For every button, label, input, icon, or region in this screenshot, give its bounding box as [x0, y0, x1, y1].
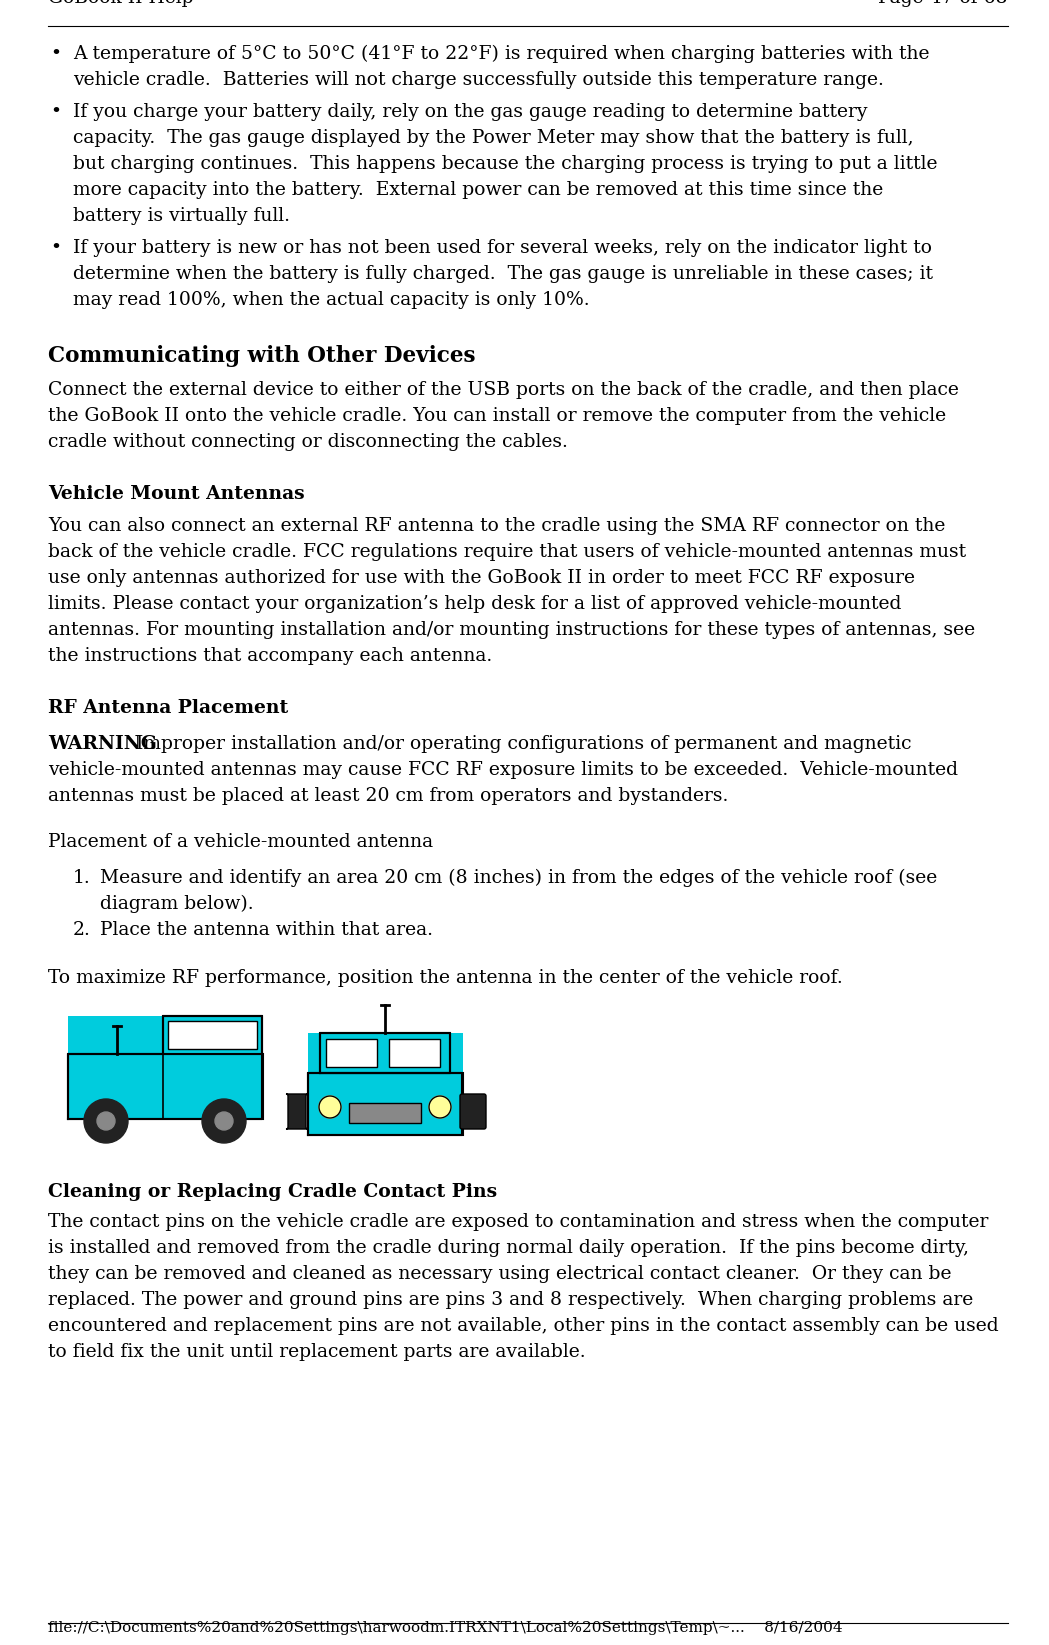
Text: 1.: 1. [73, 869, 91, 887]
Text: •: • [50, 239, 61, 257]
Bar [308, 1033, 463, 1135]
Text: Measure and identify an area 20 cm (8 inches) in from the edges of the vehicle r: Measure and identify an area 20 cm (8 in… [100, 869, 937, 887]
Text: GoBook II Help: GoBook II Help [48, 0, 194, 7]
Text: vehicle cradle.  Batteries will not charge successfully outside this temperature: vehicle cradle. Batteries will not charg… [73, 71, 884, 89]
Text: encountered and replacement pins are not available, other pins in the contact as: encountered and replacement pins are not… [48, 1318, 999, 1336]
Text: 2.: 2. [73, 921, 91, 939]
Text: Placement of a vehicle-mounted antenna: Placement of a vehicle-mounted antenna [48, 832, 433, 850]
Circle shape [84, 1099, 128, 1143]
Circle shape [215, 1112, 233, 1130]
Text: •: • [50, 104, 61, 122]
Circle shape [319, 1096, 341, 1119]
Circle shape [97, 1112, 115, 1130]
Bar [326, 1040, 377, 1068]
Text: the GoBook II onto the vehicle cradle. You can install or remove the computer fr: the GoBook II onto the vehicle cradle. Y… [48, 406, 946, 424]
Text: RF Antenna Placement: RF Antenna Placement [48, 699, 288, 717]
Text: Vehicle Mount Antennas: Vehicle Mount Antennas [48, 485, 304, 503]
Circle shape [202, 1099, 247, 1143]
Text: battery is virtually full.: battery is virtually full. [73, 207, 290, 225]
Text: to field fix the unit until replacement parts are available.: to field fix the unit until replacement … [48, 1342, 585, 1360]
Text: diagram below).: diagram below). [100, 895, 254, 913]
Text: Place the antenna within that area.: Place the antenna within that area. [100, 921, 433, 939]
Text: is installed and removed from the cradle during normal daily operation.  If the : is installed and removed from the cradle… [48, 1239, 969, 1257]
Bar [320, 1033, 450, 1073]
Text: more capacity into the battery.  External power can be removed at this time sinc: more capacity into the battery. External… [73, 181, 883, 199]
Bar [168, 1022, 257, 1050]
Text: capacity.  The gas gauge displayed by the Power Meter may show that the battery : capacity. The gas gauge displayed by the… [73, 128, 914, 146]
Text: Page 47 of 68: Page 47 of 68 [878, 0, 1008, 7]
Text: A temperature of 5°C to 50°C (41°F to 22°F) is required when charging batteries : A temperature of 5°C to 50°C (41°F to 22… [73, 44, 929, 63]
Bar [349, 1104, 421, 1124]
Text: To maximize RF performance, position the antenna in the center of the vehicle ro: To maximize RF performance, position the… [48, 969, 842, 987]
Text: Improper installation and/or operating configurations of permanent and magnetic: Improper installation and/or operating c… [124, 735, 912, 753]
Text: antennas. For mounting installation and/or mounting instructions for these types: antennas. For mounting installation and/… [48, 622, 976, 638]
Text: determine when the battery is fully charged.  The gas gauge is unreliable in the: determine when the battery is fully char… [73, 265, 933, 283]
Text: the instructions that accompany each antenna.: the instructions that accompany each ant… [48, 646, 492, 665]
Bar [163, 1017, 262, 1054]
Bar [389, 1040, 440, 1068]
Text: may read 100%, when the actual capacity is only 10%.: may read 100%, when the actual capacity … [73, 291, 590, 309]
Text: they can be removed and cleaned as necessary using electrical contact cleaner.  : they can be removed and cleaned as neces… [48, 1265, 951, 1283]
Text: The contact pins on the vehicle cradle are exposed to contamination and stress w: The contact pins on the vehicle cradle a… [48, 1212, 988, 1230]
Text: WARNING: WARNING [48, 735, 157, 753]
Text: cradle without connecting or disconnecting the cables.: cradle without connecting or disconnecti… [48, 433, 568, 451]
Bar [68, 1054, 263, 1119]
Text: You can also connect an external RF antenna to the cradle using the SMA RF conne: You can also connect an external RF ante… [48, 517, 945, 535]
Text: replaced. The power and ground pins are pins 3 and 8 respectively.  When chargin: replaced. The power and ground pins are … [48, 1291, 973, 1309]
Text: back of the vehicle cradle. FCC regulations require that users of vehicle-mounte: back of the vehicle cradle. FCC regulati… [48, 543, 966, 561]
FancyBboxPatch shape [461, 1094, 486, 1128]
Text: antennas must be placed at least 20 cm from operators and bystanders.: antennas must be placed at least 20 cm f… [48, 786, 728, 804]
FancyBboxPatch shape [286, 1094, 308, 1128]
Text: If you charge your battery daily, rely on the gas gauge reading to determine bat: If you charge your battery daily, rely o… [73, 104, 868, 122]
Text: Cleaning or Replacing Cradle Contact Pins: Cleaning or Replacing Cradle Contact Pin… [48, 1183, 497, 1201]
Bar [68, 1017, 263, 1119]
Text: vehicle-mounted antennas may cause FCC RF exposure limits to be exceeded.  Vehic: vehicle-mounted antennas may cause FCC R… [48, 762, 958, 780]
Text: but charging continues.  This happens because the charging process is trying to : but charging continues. This happens bec… [73, 155, 938, 173]
Text: If your battery is new or has not been used for several weeks, rely on the indic: If your battery is new or has not been u… [73, 239, 932, 257]
Text: limits. Please contact your organization’s help desk for a list of approved vehi: limits. Please contact your organization… [48, 595, 901, 614]
Text: file://C:\Documents%20and%20Settings\harwoodm.ITRXNT1\Local%20Settings\Temp\~...: file://C:\Documents%20and%20Settings\har… [48, 1620, 842, 1635]
Bar [308, 1073, 463, 1135]
Text: Communicating with Other Devices: Communicating with Other Devices [48, 345, 475, 367]
Text: Connect the external device to either of the USB ports on the back of the cradle: Connect the external device to either of… [48, 382, 959, 400]
Text: use only antennas authorized for use with the GoBook II in order to meet FCC RF : use only antennas authorized for use wit… [48, 569, 915, 587]
Circle shape [429, 1096, 451, 1119]
Text: •: • [50, 44, 61, 63]
